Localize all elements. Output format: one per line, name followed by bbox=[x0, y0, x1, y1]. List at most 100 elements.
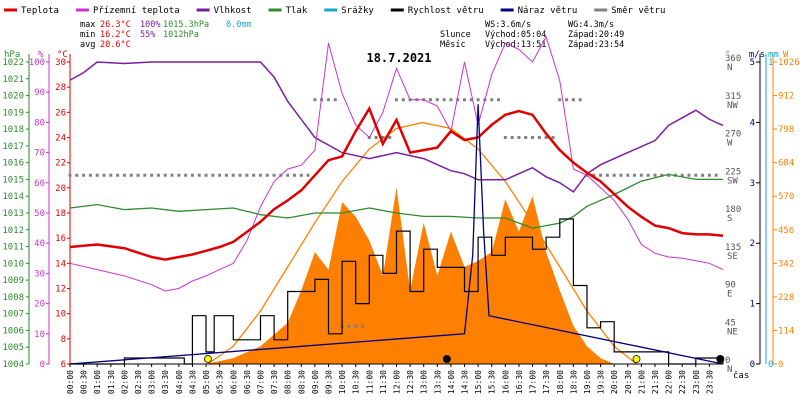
wind-dir-point bbox=[476, 98, 480, 102]
legend-label-3: Tlak bbox=[286, 6, 308, 16]
wind-dir-point bbox=[129, 173, 133, 177]
time-axis: 00:00 00:30 01:00 01:30 02:00 02:30 03:00 03:30… bbox=[66, 364, 749, 394]
axes: hPa% °C ° m/s mm W100410051006100710081009101… bbox=[2, 50, 799, 375]
hpa-tick-label-3: 1007 bbox=[2, 310, 24, 320]
unit-w: W bbox=[783, 50, 789, 60]
wind-dir-point bbox=[184, 173, 188, 177]
hpa-tick-label-5: 1009 bbox=[2, 276, 24, 286]
pct-tick-label-1: 10 bbox=[34, 330, 45, 340]
wind-dir-point bbox=[456, 98, 460, 102]
dir-tick-label-5: 225 bbox=[725, 167, 741, 177]
hpa-tick-label-13: 1017 bbox=[2, 142, 24, 152]
stats-ws: WS:3.6m/s bbox=[485, 20, 531, 30]
pct-tick-label-8: 80 bbox=[34, 118, 45, 128]
temp-tick-label-6: 18 bbox=[55, 209, 66, 219]
wind-dir-point bbox=[109, 173, 113, 177]
time-tick-label-22: 11:00 bbox=[365, 370, 374, 394]
legend-label-5: Rychlost větru bbox=[408, 6, 484, 16]
temp-tick-label-2: 10 bbox=[55, 310, 66, 320]
stats-min-press: 1012hPa bbox=[163, 30, 199, 40]
wind-dir-point bbox=[231, 173, 235, 177]
pct-tick-label-3: 30 bbox=[34, 269, 45, 279]
w-tick-label-1: 114 bbox=[778, 326, 794, 336]
stats-sunset: Západ:20:49 bbox=[568, 30, 624, 40]
time-tick-label-11: 05:30 bbox=[216, 370, 225, 394]
wind-dir-point bbox=[605, 173, 609, 177]
wind-dir-point bbox=[395, 98, 398, 102]
temp-tick-label-12: 30 bbox=[55, 58, 66, 68]
time-tick-label-46: 23:00 bbox=[692, 370, 701, 394]
time-tick-label-4: 02:00 bbox=[120, 370, 129, 394]
dir-tick-label-4: 180 bbox=[725, 205, 741, 215]
wind-dir-point bbox=[714, 173, 718, 177]
hpa-tick-label-10: 1014 bbox=[2, 192, 24, 202]
wind-dir-point bbox=[116, 173, 120, 177]
wind-dir-point bbox=[122, 173, 126, 177]
temp-tick-label-7: 20 bbox=[55, 184, 66, 194]
wind-dir-point bbox=[701, 173, 705, 177]
hpa-tick-label-11: 1015 bbox=[2, 175, 24, 185]
wind-dir-point bbox=[360, 324, 364, 328]
temp-tick-label-11: 28 bbox=[55, 83, 66, 93]
stats-moonrise: Východ:13:51 bbox=[485, 40, 546, 50]
ms-tick-label-2: 2 bbox=[750, 239, 755, 249]
legend-label-1: Přízemní teplota bbox=[93, 6, 180, 16]
time-tick-label-34: 17:00 bbox=[529, 370, 538, 394]
time-tick-label-39: 19:30 bbox=[597, 370, 606, 394]
wind-dir-point bbox=[646, 173, 650, 177]
wind-dir-point bbox=[224, 173, 228, 177]
wind-dir-point bbox=[694, 173, 698, 177]
hpa-tick-label-15: 1019 bbox=[2, 108, 24, 118]
wind-dir-point bbox=[313, 98, 317, 102]
time-tick-label-43: 21:30 bbox=[651, 370, 660, 394]
moonrise-marker bbox=[442, 355, 451, 363]
hpa-tick-label-0: 1004 bbox=[2, 360, 24, 370]
wind-dir-point bbox=[82, 173, 86, 177]
time-tick-label-23: 11:30 bbox=[379, 370, 388, 394]
legend: Teplota Přízemní teplota Vlhkost Tlak Srážky… bbox=[4, 6, 665, 16]
wind-dir-point bbox=[75, 173, 79, 177]
wind-dir-point bbox=[490, 98, 494, 102]
wind-dir-point bbox=[177, 173, 181, 177]
ms-tick-label-5: 5 bbox=[750, 58, 755, 68]
wind-dir-point bbox=[667, 173, 671, 177]
wind-dir-point bbox=[150, 173, 154, 177]
dir-tick-compass-7: NW bbox=[727, 101, 738, 111]
wind-dir-point bbox=[619, 173, 623, 177]
w-tick-label-6: 684 bbox=[778, 159, 794, 169]
wind-dir-point bbox=[95, 173, 99, 177]
time-tick-label-6: 03:00 bbox=[148, 370, 157, 394]
time-tick-label-36: 18:00 bbox=[556, 370, 565, 394]
stats-avg-label: avg bbox=[80, 40, 95, 50]
pct-tick-label-5: 50 bbox=[34, 209, 45, 219]
wind-dir-point bbox=[197, 173, 201, 177]
stats-max-label: max bbox=[80, 20, 95, 30]
wind-dir-point bbox=[245, 173, 249, 177]
wind-dir-point bbox=[272, 173, 276, 177]
time-tick-label-7: 03:30 bbox=[161, 370, 170, 394]
wind-dir-point bbox=[401, 98, 405, 102]
stats-avg-temp: 20.6°C bbox=[100, 40, 131, 50]
stats-min-label: min bbox=[80, 30, 95, 40]
temp-tick-label-0: 6 bbox=[61, 360, 66, 370]
wind-dir-point bbox=[469, 98, 473, 102]
time-tick-label-20: 10:00 bbox=[338, 370, 347, 394]
pct-tick-label-10: 100 bbox=[29, 58, 45, 68]
dir-tick-compass-5: SW bbox=[727, 176, 738, 186]
time-tick-label-47: 23:30 bbox=[705, 370, 714, 394]
wind-dir-point bbox=[599, 173, 603, 177]
dir-tick-label-3: 135 bbox=[725, 243, 741, 253]
stats-max-temp: 26.3°C bbox=[100, 20, 131, 30]
dir-tick-compass-2: E bbox=[727, 290, 732, 300]
w-tick-label-5: 570 bbox=[778, 192, 794, 202]
moonset-marker bbox=[716, 355, 725, 363]
time-tick-label-33: 16:30 bbox=[515, 370, 524, 394]
hpa-tick-label-6: 1010 bbox=[2, 259, 24, 269]
time-tick-label-31: 15:30 bbox=[488, 370, 497, 394]
dir-tick-label-6: 270 bbox=[725, 130, 741, 140]
wind-dir-point bbox=[258, 173, 262, 177]
wind-dir-point bbox=[592, 173, 596, 177]
stats-min-hum: 55% bbox=[140, 30, 155, 40]
pct-tick-label-4: 40 bbox=[34, 239, 45, 249]
wind-dir-point bbox=[252, 173, 256, 177]
